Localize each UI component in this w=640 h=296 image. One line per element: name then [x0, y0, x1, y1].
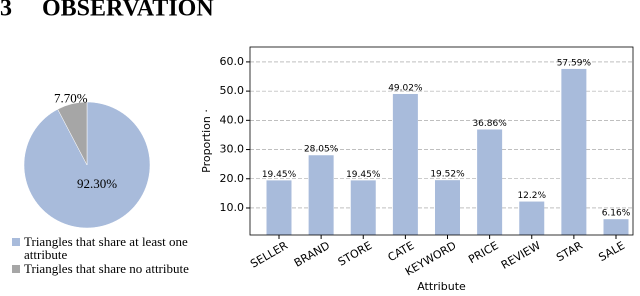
- value-label: 57.59%: [557, 58, 592, 68]
- x-tick-label: REVIEW: [499, 239, 543, 272]
- bar: [603, 219, 629, 235]
- bar: [519, 201, 545, 235]
- section-title: OBSERVATION: [42, 0, 214, 22]
- bar: [308, 155, 334, 235]
- y-tick-label: 10.0: [220, 201, 245, 214]
- legend-swatch: [12, 265, 20, 273]
- value-label: 19.52%: [430, 170, 465, 180]
- y-tick-label: 60.0: [220, 55, 245, 68]
- bar: [266, 180, 292, 235]
- pie-label: 7.70%: [54, 91, 88, 106]
- x-tick-label: SELLER: [248, 239, 290, 271]
- bar: [350, 180, 376, 235]
- value-label: 49.02%: [388, 83, 423, 93]
- pie-slice: [57, 101, 88, 166]
- plot-frame: [249, 46, 634, 236]
- y-tick-label: 30.0: [220, 143, 245, 156]
- value-label: 19.45%: [262, 170, 297, 180]
- legend-label: Triangles that share at least one attrib…: [24, 234, 188, 262]
- legend-item: Triangles that share at least one attrib…: [12, 235, 202, 261]
- pie-label: 92.30%: [77, 176, 117, 191]
- x-tick-label: PRICE: [466, 239, 500, 266]
- x-axis-label: Attribute: [417, 280, 466, 293]
- y-tick-label: 40.0: [220, 113, 245, 126]
- value-label: 19.45%: [346, 170, 381, 180]
- y-tick-label: 20.0: [220, 172, 245, 185]
- x-tick-label: BRAND: [292, 239, 332, 270]
- value-label: 6.16%: [602, 209, 631, 219]
- pie-legend: Triangles that share at least one attrib…: [12, 235, 202, 276]
- legend-swatch: [12, 238, 20, 246]
- legend-label: Triangles that share no attribute: [24, 261, 189, 276]
- y-tick-label: 50.0: [220, 84, 245, 97]
- bar: [561, 68, 587, 235]
- x-tick-label: STAR: [554, 239, 585, 264]
- bar: [392, 93, 418, 235]
- section-number: 3: [0, 0, 12, 22]
- x-tick-label: SALE: [596, 239, 627, 264]
- x-tick-label: STORE: [336, 239, 375, 269]
- legend-item: Triangles that share no attribute: [12, 262, 202, 275]
- x-tick-label: CATE: [386, 239, 417, 264]
- value-label: 28.05%: [304, 145, 339, 155]
- bar: [435, 180, 460, 235]
- y-axis-label: Proportion ·: [200, 109, 213, 173]
- value-label: 12.2%: [517, 191, 546, 201]
- bar: [477, 129, 503, 235]
- value-label: 36.86%: [472, 119, 507, 129]
